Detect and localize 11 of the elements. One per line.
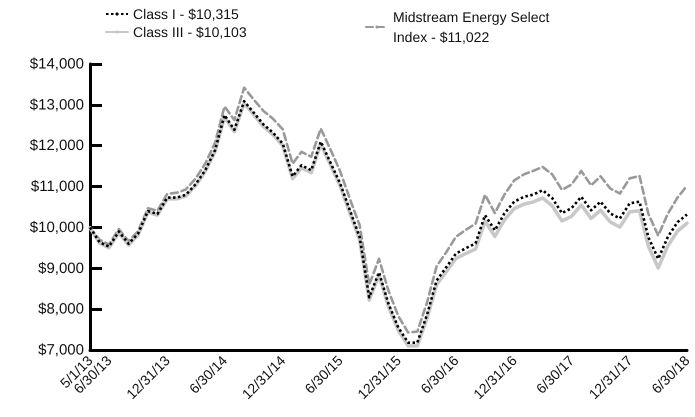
y-tick-label: $9,000: [38, 260, 84, 277]
legend-label: Class III - $10,103: [133, 24, 247, 40]
y-tick-label: $14,000: [30, 56, 84, 72]
y-tick-label: $11,000: [30, 178, 84, 196]
y-tick-label: $12,000: [30, 137, 84, 154]
y-tick-label: $7,000: [38, 342, 84, 358]
y-tick-label: $8,000: [38, 300, 84, 318]
legend-label: Midstream Energy Select Index - $11,022: [393, 9, 554, 45]
y-tick-label: $10,000: [30, 218, 84, 236]
legend-label: Class I - $10,315: [133, 6, 240, 22]
y-tick-label: $13,000: [30, 96, 84, 114]
